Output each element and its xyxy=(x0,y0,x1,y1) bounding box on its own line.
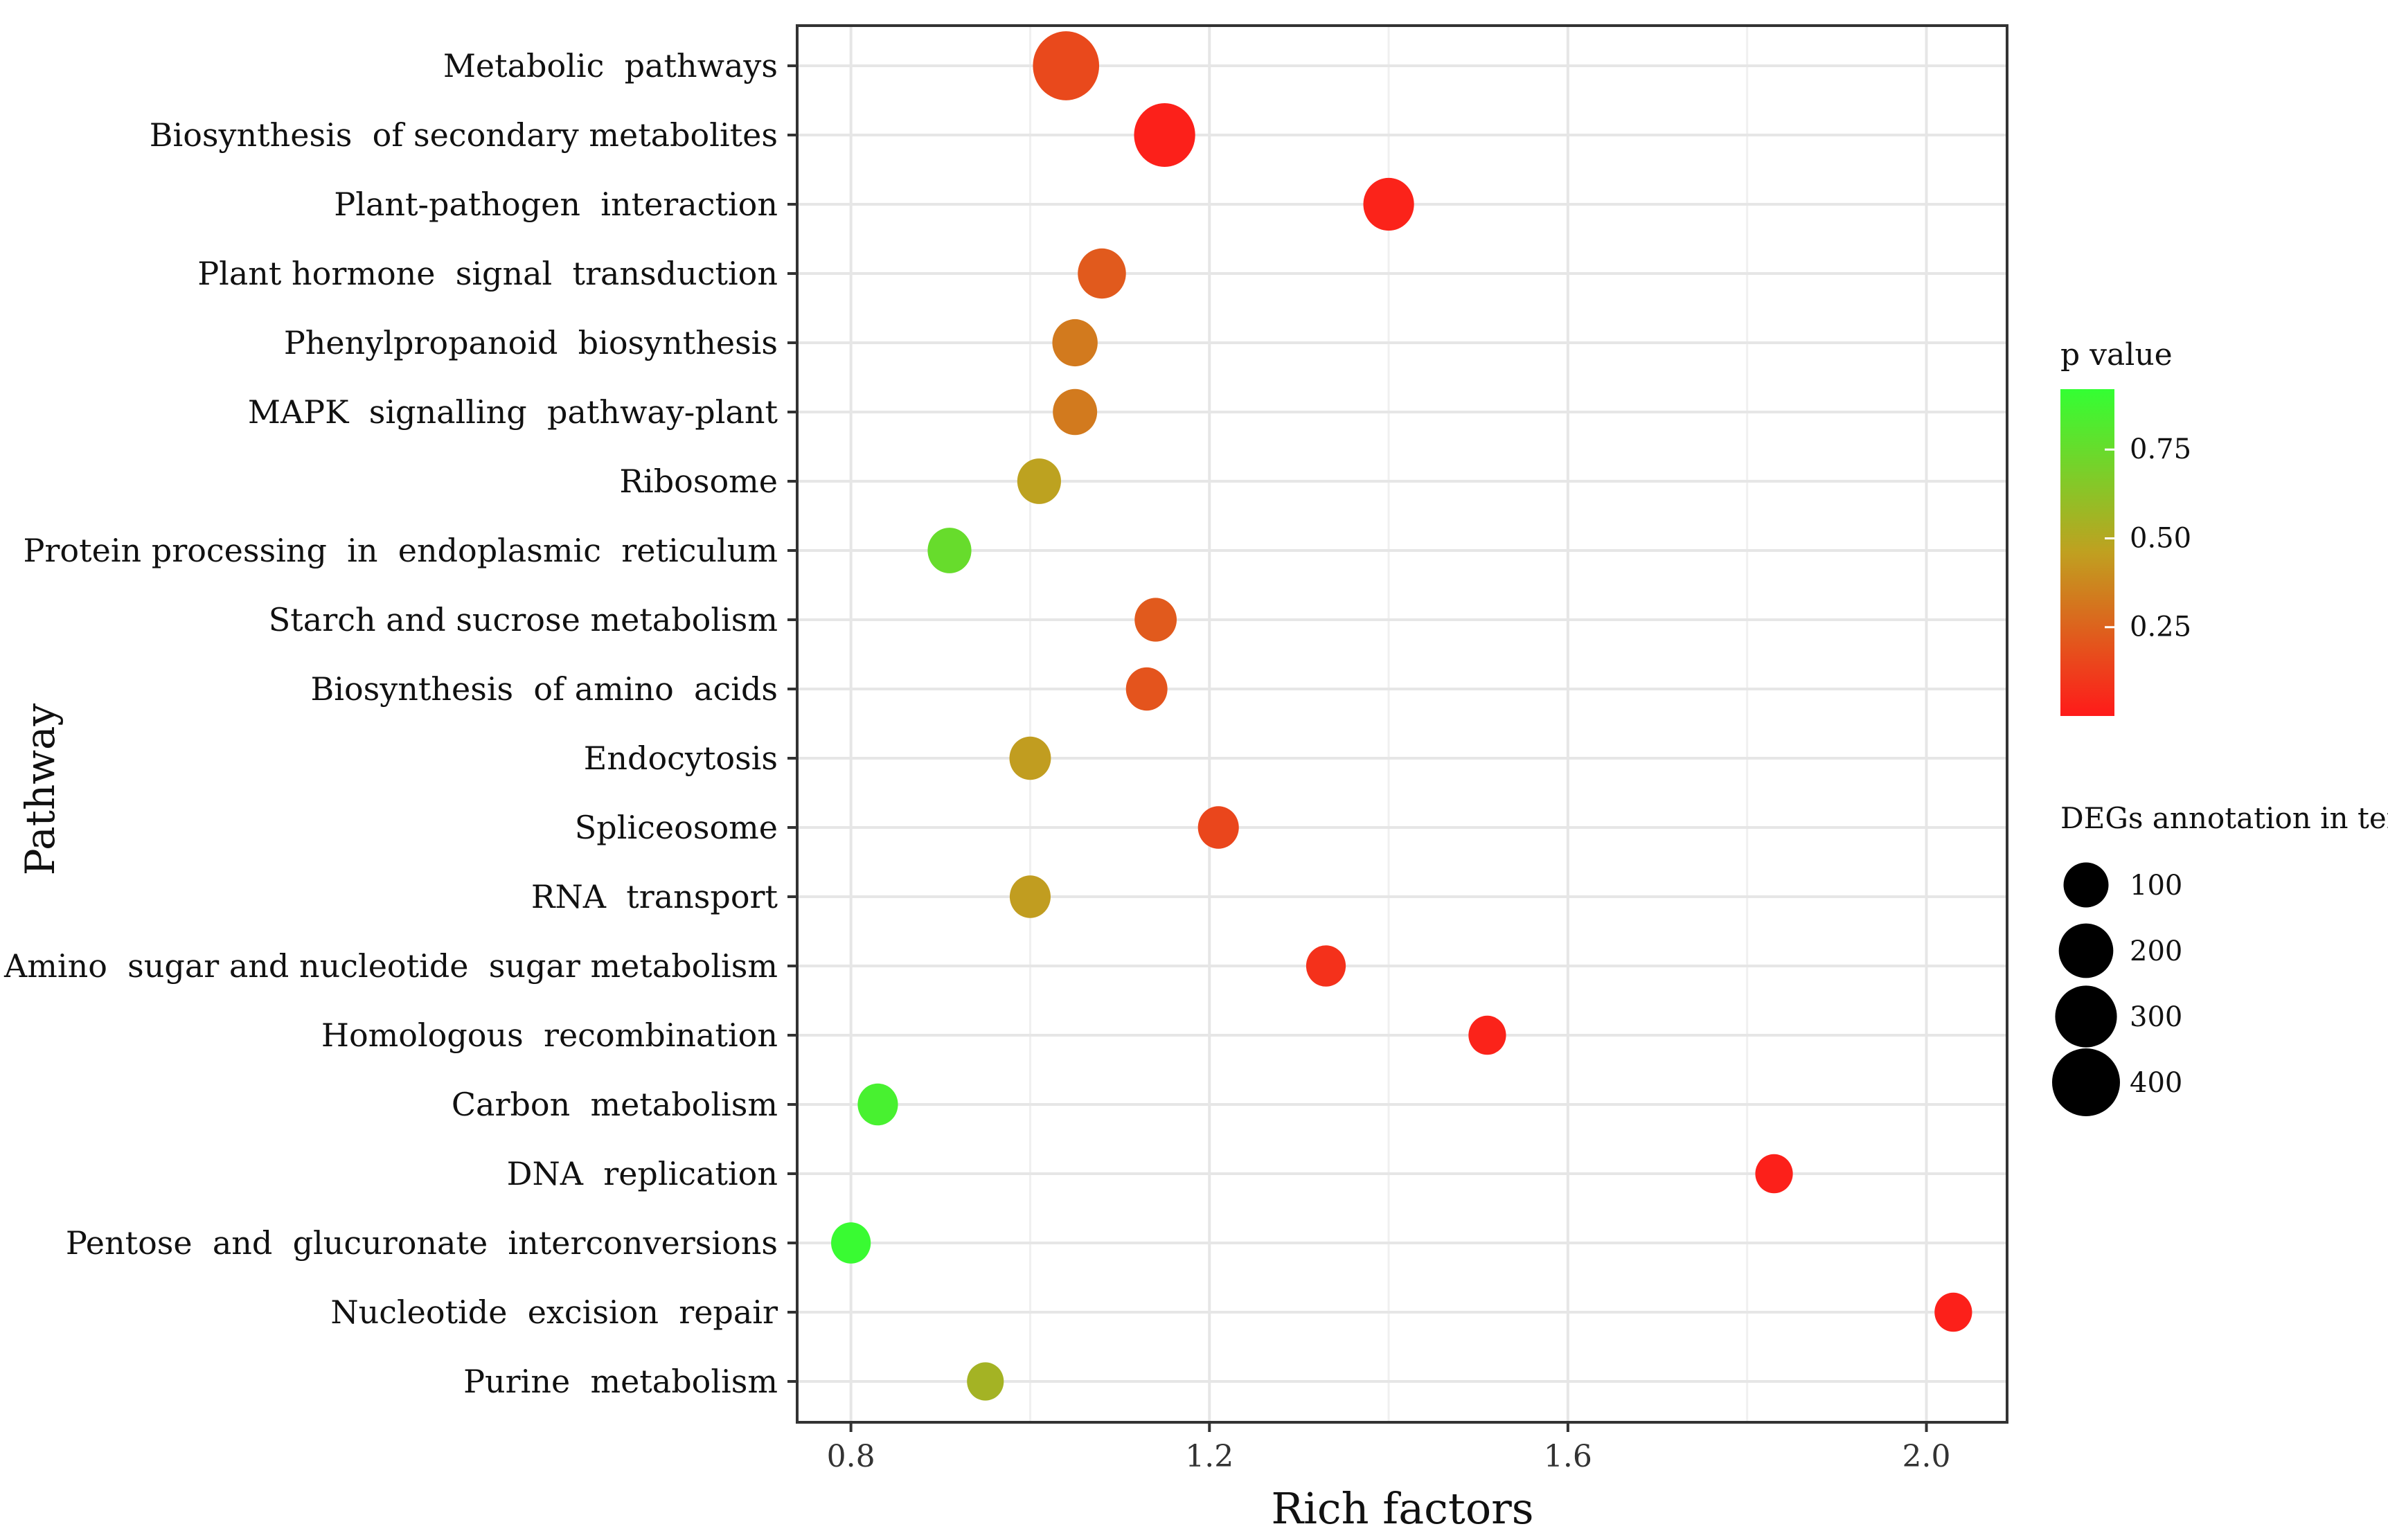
color-legend-ticks: 0.75 0.50 0.25 xyxy=(2105,433,2191,643)
y-tick-label: Phenylpropanoid biosynthesis xyxy=(284,324,778,361)
y-tick-label: RNA transport xyxy=(531,878,778,915)
x-tick-label: 1.2 xyxy=(1185,1439,1233,1474)
y-tick-label: Amino sugar and nucleotide sugar metabol… xyxy=(3,947,778,985)
size-legend-circle xyxy=(2055,985,2117,1048)
y-tick-label: Carbon metabolism xyxy=(452,1086,778,1123)
size-legend-label: 100 xyxy=(2130,870,2182,902)
x-tick-label: 1.6 xyxy=(1544,1439,1592,1474)
size-legend-items: 100 200 300 400 xyxy=(2052,862,2182,1116)
y-tick-label: Biosynthesis of secondary metabolites xyxy=(150,116,778,154)
y-tick-label: Protein processing in endoplasmic reticu… xyxy=(23,532,778,569)
color-legend-tick-label: 0.25 xyxy=(2130,611,2191,643)
data-point xyxy=(1197,806,1239,849)
size-legend-label: 300 xyxy=(2130,1001,2182,1033)
y-tick-label: DNA replication xyxy=(507,1155,778,1192)
y-tick-label: Pentose and glucuronate interconversions xyxy=(66,1224,778,1262)
y-tick-label: Nucleotide excision repair xyxy=(330,1293,778,1331)
data-point xyxy=(1017,458,1061,504)
y-tick-label: Ribosome xyxy=(619,463,778,500)
data-point xyxy=(1755,1154,1793,1194)
y-tick-label: Plant-pathogen interaction xyxy=(334,186,778,223)
panel-border xyxy=(796,24,2008,1424)
data-point xyxy=(1078,248,1126,299)
y-tick-label: Biosynthesis of amino acids xyxy=(310,670,778,708)
y-axis-title: Pathway xyxy=(17,703,64,875)
data-point xyxy=(927,528,972,573)
data-point xyxy=(1033,31,1100,100)
data-point xyxy=(1934,1292,1972,1332)
x-tick-label: 2.0 xyxy=(1903,1439,1951,1474)
data-point xyxy=(967,1362,1004,1401)
color-legend-tick-label: 0.75 xyxy=(2130,433,2191,465)
y-tick-label: Purine metabolism xyxy=(463,1363,778,1400)
size-legend-circle xyxy=(2063,862,2109,908)
data-point xyxy=(1468,1015,1506,1055)
data-point xyxy=(1363,177,1414,231)
y-tick-label: Metabolic pathways xyxy=(443,47,778,84)
data-point xyxy=(1009,875,1051,918)
size-legend-circle xyxy=(2052,1048,2120,1116)
x-tick-label: 0.8 xyxy=(827,1439,875,1474)
data-point xyxy=(1134,103,1195,167)
y-tick-label: Starch and sucrose metabolism xyxy=(269,601,778,638)
data-point xyxy=(857,1083,898,1126)
color-legend-title: p value xyxy=(2060,337,2173,373)
y-tick-label: Plant hormone signal transduction xyxy=(197,255,778,292)
size-legend-circle xyxy=(2058,923,2114,978)
y-tick-label: Spliceosome xyxy=(575,809,778,846)
data-point xyxy=(1125,667,1168,711)
panel-background xyxy=(797,26,2007,1422)
data-point xyxy=(1052,319,1098,367)
y-tick-label: Homologous recombination xyxy=(321,1017,778,1054)
data-point xyxy=(1053,388,1098,436)
size-legend-label: 200 xyxy=(2130,935,2182,967)
data-point xyxy=(1009,736,1051,780)
data-point xyxy=(1306,945,1346,987)
x-axis-ticks: 0.8 1.2 1.6 2.0 xyxy=(827,1422,1951,1474)
y-tick-label: Endocytosis xyxy=(584,740,778,777)
data-point xyxy=(831,1222,871,1264)
grid xyxy=(797,26,2007,1422)
color-legend-tick-label: 0.50 xyxy=(2130,522,2191,554)
x-axis-title: Rich factors xyxy=(1271,1483,1533,1534)
color-legend-bar xyxy=(2060,389,2114,716)
size-legend-label: 400 xyxy=(2130,1067,2182,1099)
y-tick-label: MAPK signalling pathway-plant xyxy=(248,393,778,431)
size-legend-title: DEGs annotation in term xyxy=(2060,801,2388,835)
y-axis-labels: Metabolic pathways Biosynthesis of second… xyxy=(3,47,797,1400)
data-points xyxy=(831,31,1972,1401)
data-point xyxy=(1134,598,1177,642)
